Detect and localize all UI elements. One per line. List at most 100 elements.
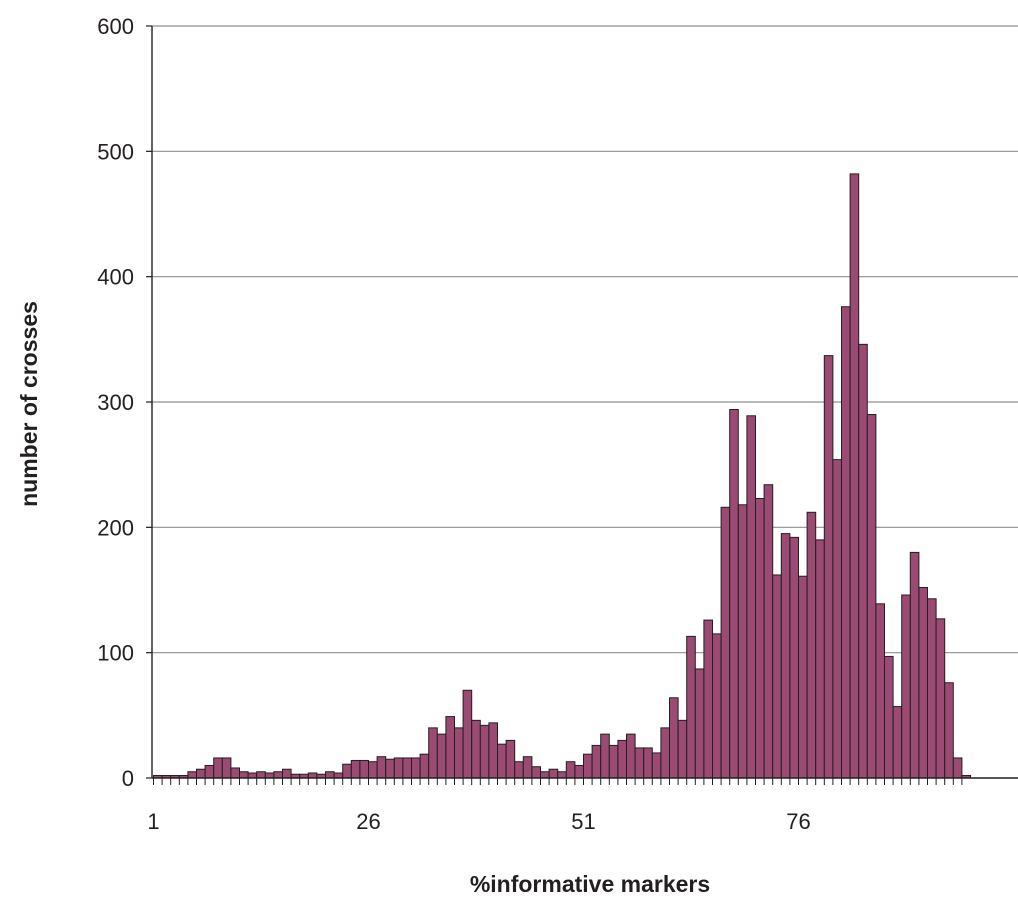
histogram-bar [505, 739, 516, 779]
histogram-bar [359, 759, 369, 779]
histogram-bar [230, 767, 240, 779]
histogram-bar [282, 768, 292, 779]
histogram-bar [669, 697, 679, 779]
histogram-bar [471, 719, 481, 779]
histogram-bar [617, 739, 628, 779]
histogram-bar [858, 343, 868, 779]
histogram-bar [342, 763, 352, 779]
histogram-bar [866, 414, 877, 779]
histogram-bar [436, 733, 447, 779]
histogram-bar [445, 716, 455, 779]
histogram-bar [264, 772, 275, 779]
histogram-bar [402, 757, 412, 779]
histogram-bar [393, 757, 404, 779]
histogram-bar [918, 586, 929, 779]
histogram-bar [823, 355, 834, 779]
histogram-bar [213, 757, 223, 779]
histogram-bar [832, 459, 843, 779]
histogram-bar [626, 733, 636, 779]
y-tick-label: 300 [97, 390, 134, 415]
histogram-bar [187, 771, 197, 779]
histogram-bar [368, 761, 378, 779]
histogram-bar [350, 759, 361, 779]
histogram-bar [720, 506, 731, 779]
gridlines [152, 25, 1018, 654]
histogram-bar [660, 727, 671, 779]
histogram-bar [806, 511, 817, 779]
histogram-bar [694, 668, 705, 779]
histogram-bar [608, 744, 619, 779]
histogram-bar [892, 706, 903, 779]
x-tick-label: 76 [786, 809, 810, 834]
histogram-bar [849, 173, 860, 779]
x-tick-label: 1 [147, 809, 159, 834]
histogram-bar [273, 771, 283, 779]
histogram-bar [307, 772, 318, 779]
histogram-bar [875, 603, 886, 779]
histogram-bar [531, 766, 542, 779]
histogram-bar [634, 747, 645, 779]
y-tick-label: 200 [97, 515, 134, 540]
histogram-bar [540, 771, 550, 779]
histogram-bar [333, 772, 344, 779]
histogram-bar [376, 756, 387, 779]
y-tick-label: 400 [97, 265, 134, 290]
x-tick-label: 51 [571, 809, 595, 834]
histogram-bar [565, 761, 576, 779]
histogram-bar [462, 689, 473, 779]
x-axis-title: %informative markers [470, 871, 710, 897]
histogram-bar [514, 761, 524, 779]
histogram-bar [772, 574, 782, 779]
histogram-bar [815, 539, 825, 779]
histogram-bar [454, 727, 464, 779]
y-tick-label: 0 [122, 766, 134, 791]
histogram-bar [256, 771, 266, 779]
histogram-bar [780, 533, 791, 779]
histogram-bar [643, 747, 653, 779]
histogram-bar [712, 633, 722, 779]
y-tick-label: 600 [97, 14, 134, 39]
x-ticks: 1 26 51 76 [147, 778, 963, 834]
histogram-bar [325, 771, 335, 779]
histogram-bar [196, 768, 206, 779]
histogram-bar [901, 594, 911, 779]
histogram-bar [239, 771, 249, 779]
histogram-bar [497, 743, 507, 779]
histogram-bar [927, 598, 937, 779]
bars [153, 173, 972, 779]
histogram-bar [651, 752, 662, 779]
histogram-bar [884, 655, 894, 779]
histogram-bar [703, 619, 714, 779]
histogram-bar [755, 498, 765, 779]
histogram-bar [763, 484, 774, 779]
histogram-bar [952, 757, 963, 779]
histogram-bar [935, 618, 946, 779]
histogram-bar [247, 772, 258, 779]
histogram-bar [591, 744, 602, 779]
histogram-bar [221, 757, 232, 779]
histogram-bar [841, 306, 851, 779]
histogram-bar [789, 536, 800, 779]
y-tick-label: 500 [97, 139, 134, 164]
histogram-bar [479, 724, 490, 779]
histogram-bar [686, 635, 696, 779]
histogram-bar [583, 753, 593, 779]
histogram-bar [522, 756, 533, 779]
histogram-bar [428, 727, 438, 779]
x-tick-label: 26 [356, 809, 380, 834]
histogram-bar [385, 758, 395, 779]
histogram-bar [557, 771, 567, 779]
histogram-bar [548, 768, 559, 779]
histogram-bar [746, 415, 757, 779]
y-tick-label: 100 [97, 641, 134, 666]
histogram-bar [574, 764, 585, 779]
histogram-bar [488, 722, 498, 779]
histogram-bar [411, 757, 421, 779]
histogram-bar [729, 409, 739, 779]
histogram-bar [944, 682, 954, 779]
histogram-bar [419, 753, 430, 779]
y-axis-title: number of crosses [16, 301, 42, 507]
histogram-bar [909, 551, 920, 779]
histogram-bar [798, 575, 808, 779]
